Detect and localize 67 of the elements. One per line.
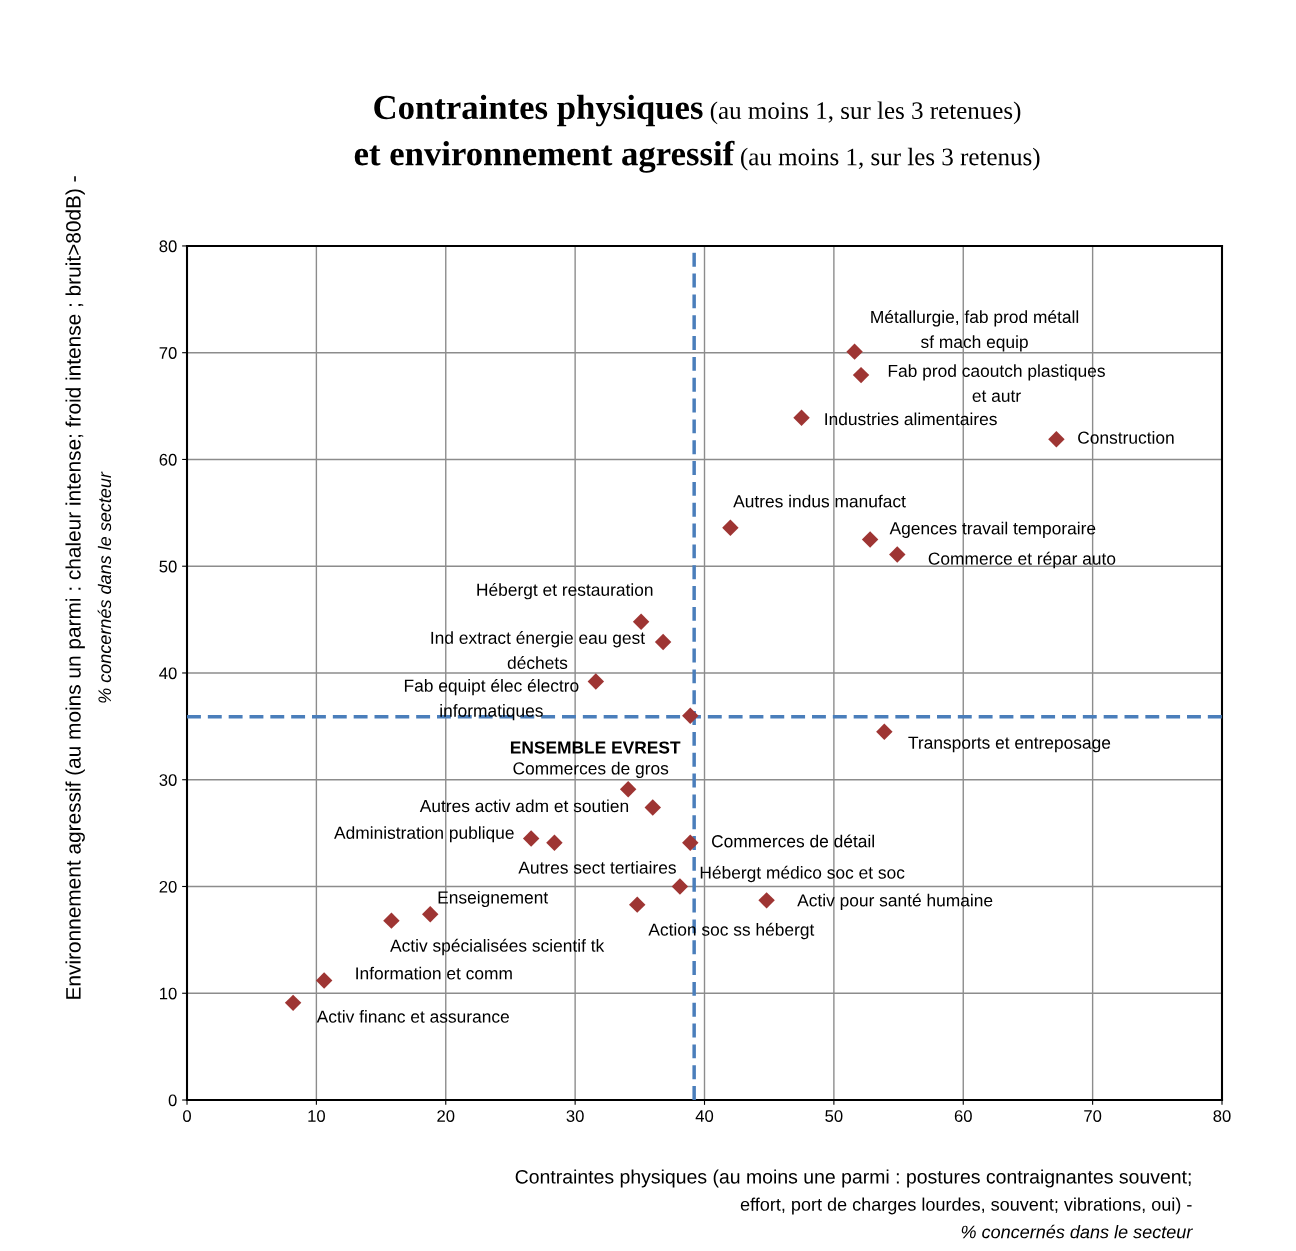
y-tick-label: 30 — [159, 774, 177, 786]
x-tick-label: 70 — [1084, 1110, 1102, 1122]
chart-title: Contraintes physiques (au moins 1, sur les 3 retenues) et environnement agressif (au moins 1, sur les 3 retenus) — [354, 94, 1040, 173]
x-tick-label: 30 — [566, 1110, 584, 1122]
y-tick-label: 20 — [159, 880, 177, 893]
y-tick-label: 80 — [159, 240, 177, 253]
point — [846, 343, 863, 360]
annotation: Activ pour santé humaine — [797, 893, 993, 910]
point — [632, 613, 650, 630]
point — [284, 994, 302, 1012]
point — [644, 799, 661, 816]
y-tick-label: 60 — [159, 453, 177, 466]
annotation: Métallurgie, fab prod métall sf mach equip — [871, 310, 1079, 352]
point — [852, 366, 870, 384]
y-tick-label: 40 — [159, 667, 177, 680]
annotation: Construction — [1078, 431, 1174, 444]
x-tick-label: 50 — [825, 1110, 843, 1122]
point — [1048, 430, 1065, 448]
y-tick-label: 50 — [159, 560, 177, 573]
annotation: Autres sect tertiaires — [518, 861, 676, 874]
annotation: Industries alimentaires — [825, 412, 997, 426]
point — [722, 519, 739, 536]
x-tick-label: 60 — [954, 1110, 972, 1122]
point — [315, 972, 333, 989]
annotation: Fab prod caoutch plastiques et autr — [888, 364, 1105, 402]
y-axis-title: Environnement agressif (au moins un parmi : chaleur intense; froid intense ; bruit>80dB) - % concernés dans le secteur — [65, 176, 112, 999]
y-tick-label: 70 — [159, 347, 177, 359]
annotation: Hébergt et restauration — [477, 582, 653, 600]
annotation: Autres indus manufact — [733, 494, 906, 508]
x-tick-label: 40 — [695, 1110, 714, 1122]
annotation: Administration publique — [334, 826, 514, 843]
point — [587, 673, 605, 690]
point — [682, 834, 699, 851]
point — [758, 892, 775, 909]
x-tick-label: 10 — [308, 1110, 325, 1122]
point — [876, 723, 893, 740]
point — [619, 781, 637, 798]
annotation: Transports et entreposage — [908, 736, 1111, 753]
y-tick-label: 10 — [160, 987, 177, 1000]
annotation: Hébergt médico soc et soc — [700, 865, 905, 883]
point — [383, 912, 400, 929]
annotation: Commerces de gros — [513, 761, 669, 778]
point — [422, 906, 439, 923]
point — [546, 834, 563, 851]
point — [654, 633, 672, 651]
point — [793, 409, 810, 427]
point — [682, 707, 699, 724]
point — [671, 878, 689, 895]
annotation: Commerce et répar auto — [928, 551, 1116, 569]
point — [889, 546, 906, 563]
annotation: Activ spécialisées scientif tk — [390, 938, 605, 956]
annotation: Enseignement — [438, 890, 549, 908]
annotation: ENSEMBLE EVREST — [510, 741, 681, 754]
annotation: Information et comm — [356, 966, 512, 980]
x-tick-label: 80 — [1213, 1110, 1231, 1122]
point — [861, 531, 879, 548]
x-tick-label: 20 — [437, 1110, 455, 1122]
annotation: Activ financ et assurance — [316, 1010, 509, 1023]
annotation: Agences travail temporaire — [889, 521, 1096, 538]
point — [629, 896, 646, 913]
annotation: Ind extract énergie eau gest déchets — [431, 631, 645, 669]
annotation: Autres activ adm et soutien — [419, 799, 629, 813]
point — [522, 830, 540, 847]
y-tick-label: 0 — [168, 1094, 177, 1107]
x-tick-label: 0 — [183, 1110, 191, 1122]
x-axis-title: Contraintes physiques (au moins une parmi : postures contraignantes souvent; effort, port de charges lourdes, souvent; vibrations, oui) - % concernés dans le secteur — [515, 1169, 1193, 1239]
annotation: Commerces de détail — [711, 834, 874, 848]
